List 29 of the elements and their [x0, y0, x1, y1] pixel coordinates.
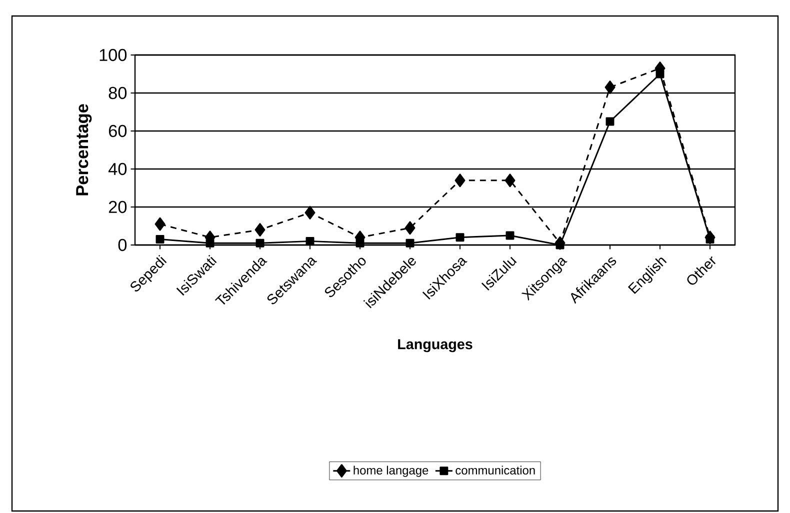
point [604, 80, 616, 94]
x-axis-title: Languages [398, 339, 472, 352]
y-tick-label: 0 [118, 238, 127, 252]
point [506, 231, 514, 240]
point [206, 238, 214, 248]
y-tick-label: 100 [100, 48, 127, 62]
point [706, 235, 714, 244]
y-tick-label: 40 [108, 162, 127, 176]
legend-label: communication [456, 466, 535, 475]
point [256, 238, 264, 248]
point [504, 174, 516, 188]
point [254, 223, 266, 237]
point [404, 221, 416, 235]
point [306, 236, 314, 246]
point [406, 238, 414, 248]
y-tick-label: 60 [108, 124, 127, 138]
point [454, 174, 466, 188]
legend-label: home langage [354, 466, 428, 477]
point [456, 233, 464, 242]
point [356, 238, 364, 248]
y-axis-title: Percentage [76, 104, 92, 196]
point [656, 70, 664, 78]
point [606, 117, 614, 126]
y-tick-label: 20 [108, 200, 127, 214]
point [304, 206, 316, 220]
point [154, 217, 166, 231]
y-tick-label: 80 [108, 86, 127, 100]
point [556, 240, 564, 250]
point [156, 235, 164, 244]
